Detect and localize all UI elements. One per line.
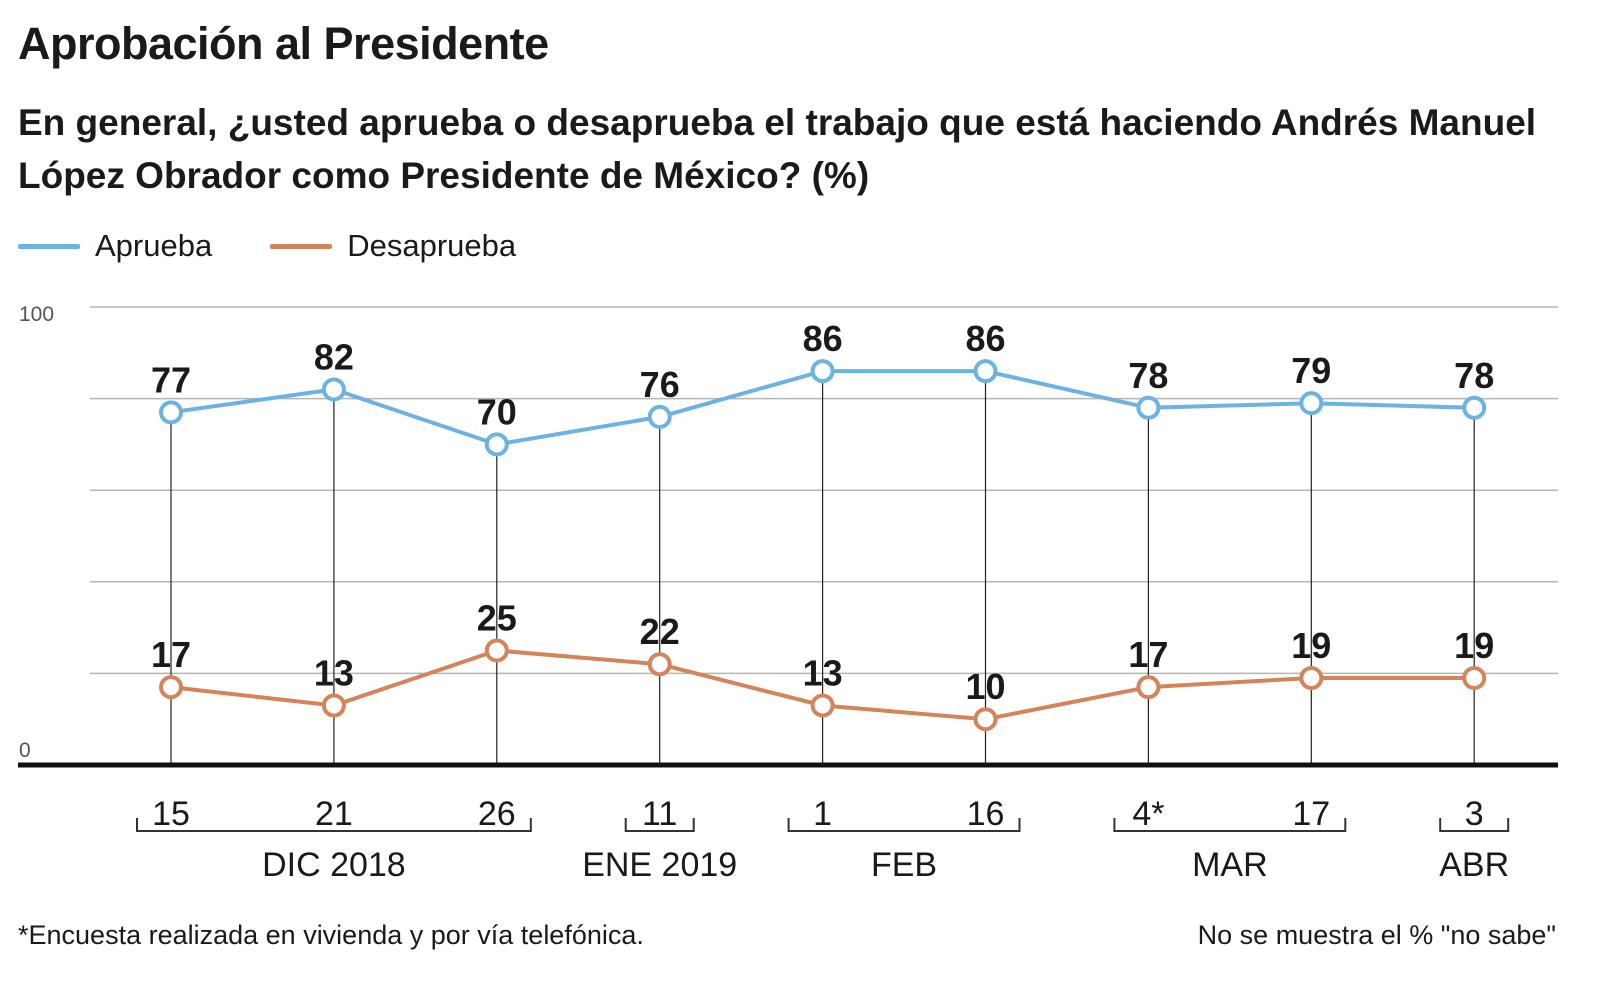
x-tick-label: 16	[967, 795, 1005, 833]
data-point-desaprueba	[1462, 665, 1487, 690]
legend-item-desaprueba: Desaprueba	[270, 228, 516, 264]
data-point-desaprueba	[1136, 675, 1161, 700]
data-label-aprueba: 77	[151, 359, 191, 400]
data-point-aprueba	[159, 400, 183, 425]
data-point-aprueba	[484, 432, 509, 457]
x-tick-label: 21	[315, 795, 353, 833]
data-label-aprueba: 78	[1128, 355, 1168, 396]
month-bracket-dic-2018	[136, 818, 532, 832]
chart-title: Aprobación al Presidente	[18, 18, 549, 69]
x-tick-label: 15	[152, 795, 190, 833]
data-point-desaprueba	[647, 652, 672, 677]
data-label-aprueba: 70	[477, 391, 517, 432]
month-label-feb: FEB	[871, 846, 937, 884]
legend-swatch-aprueba	[18, 243, 80, 249]
legend-item-aprueba: Aprueba	[18, 228, 212, 264]
month-label-ene-2019: ENE 2019	[582, 846, 737, 884]
data-point-aprueba	[810, 359, 835, 384]
data-label-desaprueba: 10	[965, 666, 1005, 707]
chart-subtitle: En general, ¿usted aprueba o desaprueba …	[18, 102, 1537, 196]
legend-label-aprueba: Aprueba	[95, 228, 213, 263]
month-bracket-ene-2019	[624, 818, 695, 832]
data-label-desaprueba: 22	[640, 611, 680, 652]
data-label-aprueba: 86	[965, 318, 1005, 359]
month-label-abr: ABR	[1439, 846, 1509, 884]
data-label-desaprueba: 19	[1291, 625, 1331, 666]
legend: Aprueba Desaprueba	[18, 226, 574, 266]
data-point-aprueba	[973, 359, 998, 384]
footnote: *Encuesta realizada en vivienda y por ví…	[18, 920, 644, 950]
data-label-desaprueba: 17	[1128, 634, 1168, 675]
data-label-aprueba: 76	[640, 364, 680, 405]
month-bracket-mar	[1113, 818, 1347, 832]
x-tick-label: 4*	[1132, 795, 1164, 833]
x-tick-label: 1	[813, 795, 832, 833]
data-point-desaprueba	[321, 693, 346, 718]
no-sabe-note: No se muestra el % "no sabe"	[1197, 920, 1556, 950]
data-label-desaprueba: 19	[1454, 625, 1494, 666]
data-label-aprueba: 78	[1454, 355, 1494, 396]
legend-swatch-desaprueba	[270, 243, 333, 249]
data-point-desaprueba	[973, 707, 998, 732]
x-tick-label: 3	[1465, 795, 1484, 833]
x-tick-label: 26	[478, 795, 516, 833]
month-bracket-abr	[1439, 818, 1510, 832]
month-label-dic-2018: DIC 2018	[262, 846, 406, 884]
data-label-aprueba: 82	[314, 336, 354, 377]
data-label-aprueba: 79	[1291, 350, 1331, 391]
data-point-desaprueba	[810, 693, 835, 718]
month-bracket-feb	[787, 818, 1021, 832]
month-label-mar: MAR	[1192, 846, 1268, 884]
data-point-aprueba	[1462, 395, 1487, 420]
data-point-aprueba	[647, 404, 672, 429]
data-label-aprueba: 86	[803, 318, 843, 359]
data-point-desaprueba	[484, 638, 509, 663]
data-label-desaprueba: 25	[477, 598, 517, 639]
y-tick-label-100: 100	[19, 303, 54, 326]
y-tick-label-0: 0	[19, 739, 31, 762]
data-label-desaprueba: 13	[803, 652, 843, 693]
data-point-aprueba	[321, 377, 346, 402]
x-tick-label: 11	[642, 795, 677, 833]
data-label-desaprueba: 13	[314, 652, 354, 693]
data-label-desaprueba: 17	[151, 634, 191, 675]
data-point-aprueba	[1299, 391, 1324, 416]
legend-label-desaprueba: Desaprueba	[347, 228, 517, 263]
x-tick-label: 17	[1292, 795, 1330, 833]
data-point-desaprueba	[1299, 665, 1324, 690]
data-point-desaprueba	[159, 675, 183, 700]
data-point-aprueba	[1136, 395, 1161, 420]
